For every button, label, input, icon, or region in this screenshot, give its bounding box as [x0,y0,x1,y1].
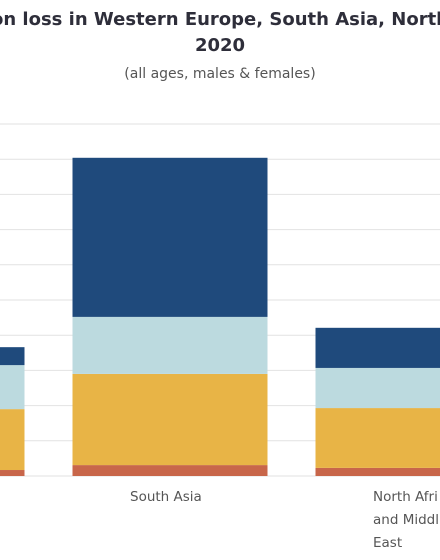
bar-segment [72,465,268,476]
chart-subtitle: (all ages, males & females) [124,66,316,82]
bar-segment [0,470,25,476]
x-tick-label: North Afri and Middl East [373,489,439,551]
bar-segment [0,365,25,410]
bar-segment [0,409,25,471]
bar-segment [315,327,440,368]
bar-segment [0,347,25,366]
bar-segment [72,157,268,317]
bar-segment [315,367,440,409]
x-tick-label: South Asia [130,489,202,505]
bar-segment [315,408,440,468]
chart-title: 2020 [194,35,246,56]
bar-segment [72,316,268,374]
chart-title: on loss in Western Europe, South Asia, N… [0,9,440,30]
bar-segment [315,467,440,476]
bar-segment [72,373,268,466]
